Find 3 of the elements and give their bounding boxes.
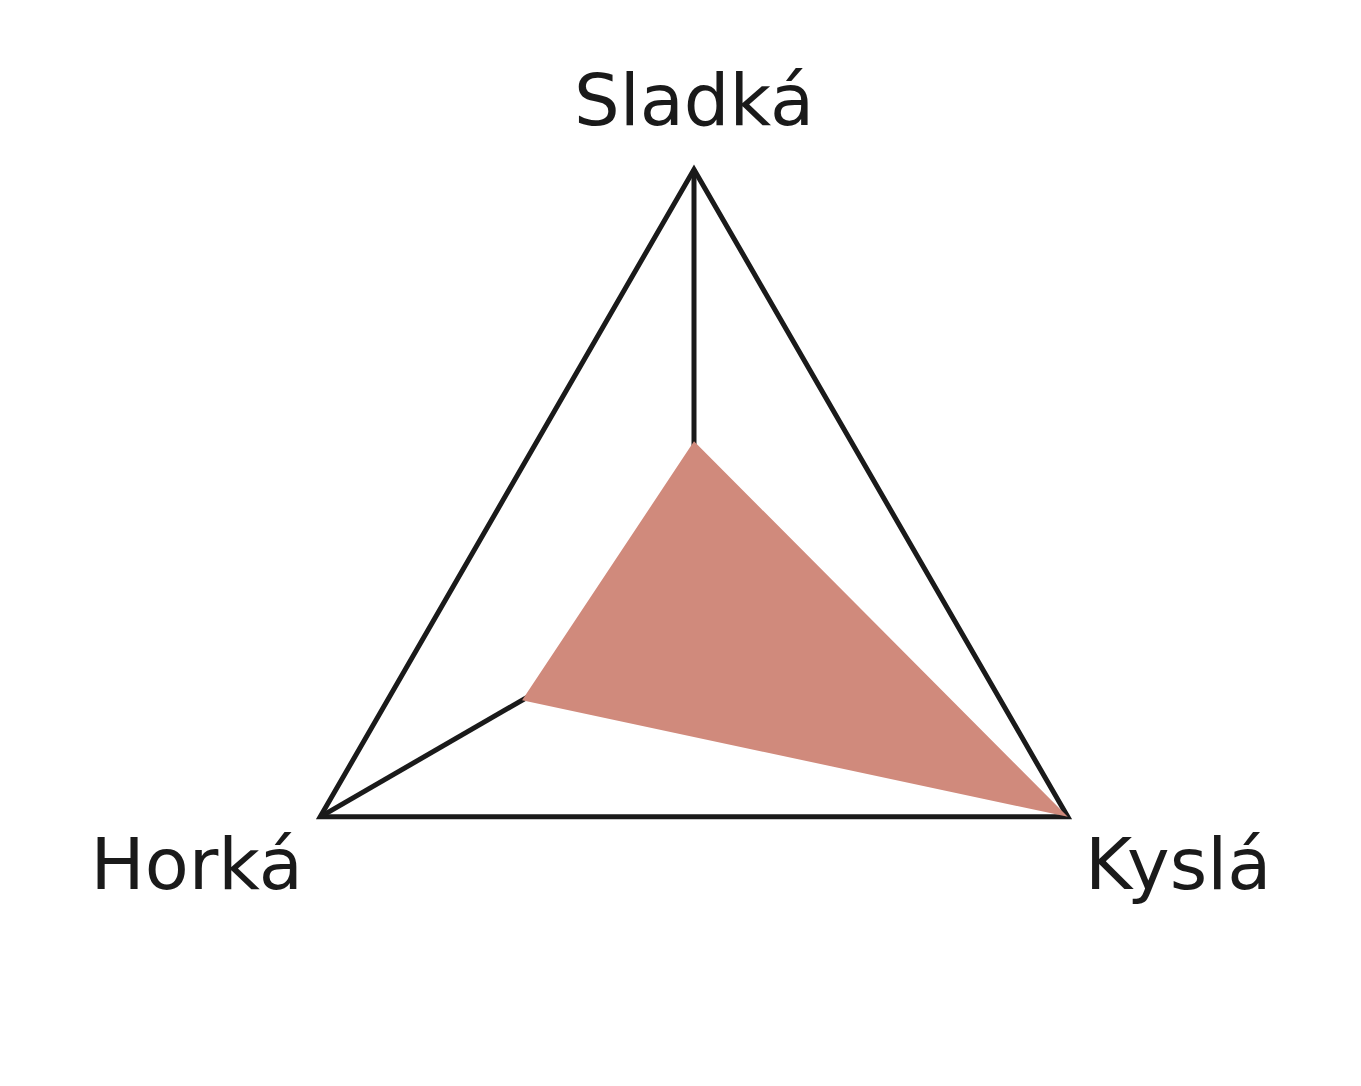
spoke-label: Kyslá	[1085, 821, 1272, 906]
spoke-label: Sladká	[573, 57, 815, 142]
spoke-label: Horká	[90, 821, 303, 906]
